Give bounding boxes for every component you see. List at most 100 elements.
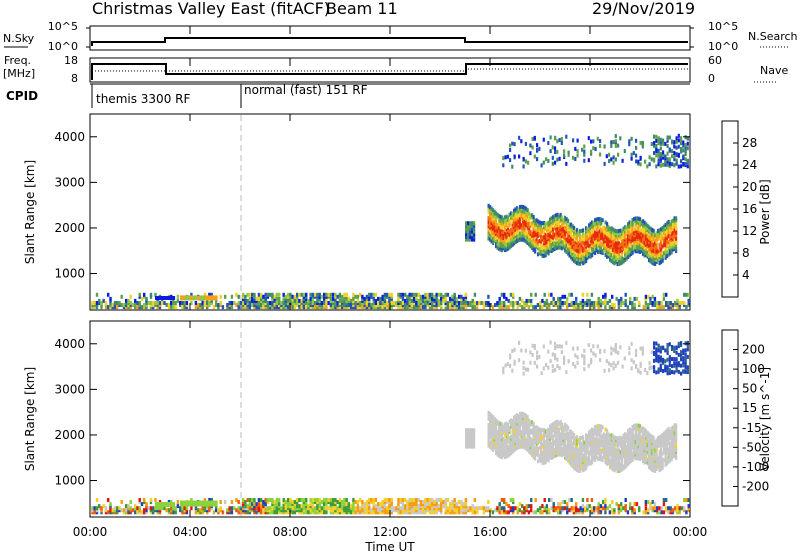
velocity-cell: [490, 430, 493, 434]
power-cell: [576, 234, 579, 239]
power-cell: [667, 242, 670, 247]
velocity-cell: [494, 508, 497, 513]
power-cell: [541, 249, 544, 254]
velocity-cell: [577, 510, 580, 515]
power-cell: [552, 215, 555, 220]
velocity-cell: [576, 435, 579, 440]
velocity-cell: [406, 500, 409, 504]
velocity-cell: [585, 447, 588, 452]
power-cell: [557, 296, 560, 301]
power-cell: [547, 141, 550, 145]
power-cell: [372, 296, 375, 301]
power-cell: [502, 234, 505, 238]
power-cell: [658, 305, 661, 310]
velocity-cell: [528, 437, 531, 442]
velocity-cell: [532, 446, 535, 451]
velocity-cell: [435, 510, 438, 515]
velocity-cell: [552, 442, 555, 447]
power-cell: [619, 136, 622, 141]
velocity-cell: [453, 502, 456, 507]
power-cell: [536, 143, 539, 148]
velocity-cell: [558, 427, 561, 432]
velocity-cell: [669, 510, 672, 515]
power-cell: [643, 251, 646, 256]
power-cell: [352, 301, 355, 305]
velocity-cell: [582, 453, 585, 458]
power-cell: [558, 229, 561, 234]
power-cell: [643, 243, 646, 248]
power-cell: [561, 301, 564, 305]
velocity-cell: [537, 440, 540, 445]
power-cell: [624, 292, 627, 297]
power-cell: [509, 148, 512, 152]
velocity-cell: [577, 508, 580, 513]
power-cell: [507, 238, 510, 243]
power-cell: [642, 223, 645, 228]
power-cell: [491, 305, 495, 310]
velocity-cell: [487, 410, 490, 415]
velocity-cell: [284, 506, 288, 511]
power-cell: [199, 305, 202, 310]
velocity-cell: [493, 425, 496, 430]
power-cell: [496, 239, 499, 244]
velocity-cell: [595, 440, 598, 445]
power-cell: [206, 305, 209, 310]
power-cell: [93, 301, 96, 305]
power-cell: [264, 301, 267, 305]
velocity-cell: [498, 435, 501, 440]
power-cell: [287, 301, 290, 305]
velocity-cell: [561, 432, 564, 437]
velocity-cell: [525, 506, 528, 511]
velocity-cell: [517, 424, 520, 429]
velocity-cell: [662, 502, 666, 507]
power-cell: [631, 238, 634, 243]
velocity-cell: [580, 454, 583, 459]
velocity-cell: [262, 506, 265, 511]
power-cell: [492, 222, 495, 227]
power-cell: [502, 244, 505, 249]
velocity-cell: [571, 431, 574, 436]
velocity-cell: [282, 506, 285, 511]
power-cell: [594, 242, 597, 247]
power-cell: [657, 141, 660, 146]
power-cell: [597, 225, 600, 230]
velocity-cell: [662, 510, 666, 515]
power-cell: [532, 247, 535, 252]
power-cell: [559, 233, 562, 238]
power-cell: [510, 215, 513, 220]
power-cell: [404, 305, 407, 310]
power-cell: [570, 228, 573, 233]
power-cell: [616, 229, 619, 234]
velocity-cell: [534, 440, 537, 445]
power-cell: [666, 138, 669, 143]
velocity-cell: [676, 510, 679, 515]
power-cell: [329, 305, 333, 310]
power-cell: [343, 305, 346, 310]
velocity-cell: [544, 454, 547, 459]
power-cell: [404, 292, 407, 297]
velocity-cell: [424, 502, 427, 507]
velocity-cell: [271, 510, 274, 515]
power-cell: [547, 226, 550, 231]
velocity-cell: [570, 435, 573, 440]
power-cell: [538, 226, 541, 231]
velocity-cell: [262, 510, 265, 515]
velocity-cell: [363, 510, 366, 515]
velocity-cell: [565, 446, 568, 451]
velocity-cell: [540, 430, 543, 435]
velocity-cell: [300, 510, 303, 515]
power-cell: [300, 292, 303, 297]
power-cell: [526, 214, 529, 219]
power-cell: [633, 233, 636, 238]
velocity-cell: [579, 510, 582, 515]
power-cell: [540, 223, 543, 228]
power-cell: [597, 249, 600, 254]
power-cell: [672, 218, 675, 223]
velocity-cell: [543, 434, 546, 439]
power-cell: [513, 229, 516, 234]
power-cell: [172, 305, 175, 310]
velocity-cell: [516, 417, 519, 422]
velocity-cell: [374, 506, 378, 511]
velocity-cell: [558, 448, 561, 453]
power-cell: [547, 220, 550, 225]
